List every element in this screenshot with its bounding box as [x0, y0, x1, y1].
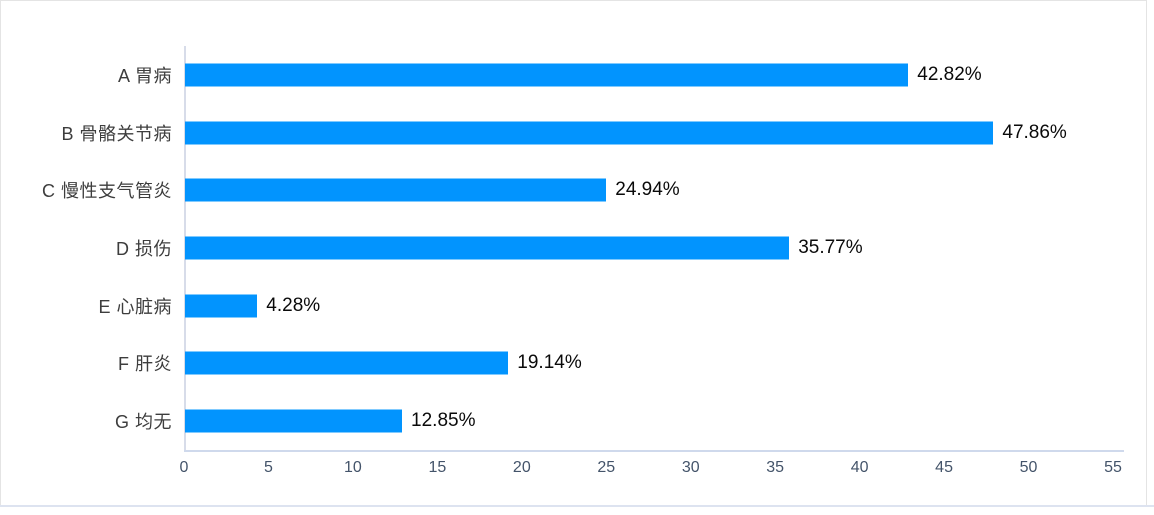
category-label: C 慢性支气管炎: [42, 181, 172, 202]
category-label: F 肝炎: [118, 354, 172, 375]
bar: [185, 63, 909, 87]
x-axis-tick-label: 30: [681, 459, 700, 476]
category-label: B 骨骼关节病: [61, 123, 172, 144]
x-axis-tick-label: 10: [344, 459, 362, 476]
bar: [185, 121, 994, 145]
x-axis-tick-label: 40: [850, 459, 869, 476]
x-axis-tick-label: 15: [428, 459, 447, 476]
category-label: E 心脏病: [98, 296, 172, 317]
data-label: 35.77%: [798, 236, 863, 258]
x-axis-line: [184, 450, 1124, 452]
bar: [185, 236, 790, 260]
data-label: 47.86%: [1002, 121, 1067, 143]
bar-row: D 损伤 35.77%: [1, 219, 1148, 277]
category-label: G 均无: [114, 412, 172, 433]
bar-row: E 心脏病 4.28%: [1, 277, 1148, 335]
bar-row: G 均无 12.85%: [1, 392, 1148, 450]
bar-row: A 胃病 42.82%: [1, 46, 1148, 104]
bar: [185, 178, 607, 202]
bar-row: B 骨骼关节病 47.86%: [1, 104, 1148, 162]
bar-chart-plot-area: A 胃病 42.82% B 骨骼关节病 47.86% C 慢性支气管炎 24.94% D 损…: [1, 1, 1148, 507]
data-label: 19.14%: [517, 352, 582, 374]
data-label: 12.85%: [411, 410, 476, 432]
bar: [185, 351, 509, 375]
bar: [185, 294, 258, 318]
bar-row: C 慢性支气管炎 24.94%: [1, 161, 1148, 219]
x-axis-tick-label: 25: [597, 459, 616, 476]
x-axis-tick-label: 0: [179, 459, 189, 476]
data-label: 42.82%: [917, 63, 982, 85]
x-axis-tick-label: 35: [766, 459, 785, 476]
x-axis-tick-label: 50: [1019, 459, 1038, 476]
bar: [185, 409, 403, 433]
x-axis-tick-label: 5: [264, 459, 273, 476]
x-axis-tick-label: 20: [512, 459, 531, 476]
category-label: A 胃病: [117, 65, 172, 86]
data-label: 4.28%: [266, 294, 321, 316]
page-bottom-divider: [0, 505, 1154, 507]
data-label: 24.94%: [615, 179, 680, 201]
x-axis-tick-label: 55: [1104, 459, 1122, 476]
category-label: D 损伤: [116, 238, 172, 259]
x-axis-tick-label: 45: [935, 459, 953, 476]
chart-frame: A 胃病 42.82% B 骨骼关节病 47.86% C 慢性支气管炎 24.94% D 损…: [0, 0, 1147, 506]
bar-row: F 肝炎 19.14%: [1, 335, 1148, 393]
